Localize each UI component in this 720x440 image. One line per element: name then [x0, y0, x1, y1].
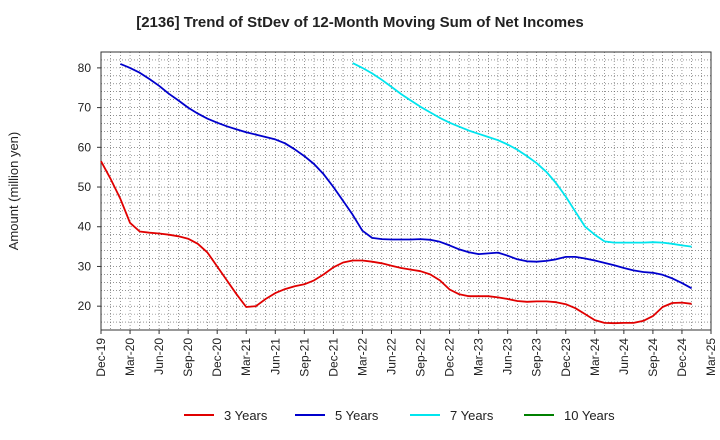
y-tick-label: 50: [78, 180, 92, 194]
x-tick-label: Jun-22: [384, 338, 398, 375]
x-tick-label: Sep-23: [530, 338, 544, 377]
legend-label-3-years: 3 Years: [224, 408, 268, 423]
series-line-5-years: [120, 63, 693, 290]
x-tick-label: Sep-20: [181, 338, 195, 377]
plot-frame: [100, 51, 712, 331]
x-tick-label: Mar-21: [239, 338, 253, 376]
series-line-3-years: [100, 160, 692, 325]
legend-label-5-years: 5 Years: [335, 408, 379, 423]
y-axis: 20 30 40 50 60 70 80: [78, 61, 101, 313]
x-tick-label: Dec-22: [443, 338, 457, 377]
series-lines: [100, 62, 693, 325]
x-tick-label: Jun-20: [152, 338, 166, 375]
y-tick-label: 30: [78, 259, 92, 273]
y-tick-label: 60: [78, 140, 92, 154]
x-tick-label: Jun-23: [501, 338, 515, 375]
x-tick-label: Sep-21: [297, 338, 311, 377]
y-tick-label: 20: [78, 299, 92, 313]
y-tick-label: 40: [78, 220, 92, 234]
legend-label-10-years: 10 Years: [564, 408, 615, 423]
chart-title: [2136] Trend of StDev of 12-Month Moving…: [136, 14, 584, 31]
x-tick-label: Mar-24: [588, 338, 602, 376]
x-tick-label: Dec-20: [210, 338, 224, 377]
x-tick-label: Jun-21: [268, 338, 282, 375]
x-tick-label: Mar-25: [704, 338, 718, 376]
x-tick-label: Sep-22: [414, 338, 428, 377]
x-axis: Dec-19 Mar-20 Jun-20 Sep-20 Dec-20 Mar-21 Jun-…: [94, 330, 718, 377]
x-tick-label: Dec-24: [675, 338, 689, 377]
series-line-7-years: [352, 62, 692, 248]
x-tick-label: Mar-23: [472, 338, 486, 376]
y-tick-label: 70: [78, 101, 92, 115]
x-tick-label: Dec-23: [559, 338, 573, 377]
x-tick-label: Mar-20: [123, 338, 137, 376]
grid-lines: [101, 52, 711, 330]
x-tick-label: Jun-24: [617, 338, 631, 375]
x-tick-label: Mar-22: [355, 338, 369, 376]
y-tick-label: 80: [78, 61, 92, 75]
legend-label-7-years: 7 Years: [450, 408, 494, 423]
x-tick-label: Dec-19: [94, 338, 108, 377]
y-axis-title: Amount (million yen): [6, 132, 21, 251]
x-tick-label: Dec-21: [326, 338, 340, 377]
x-tick-label: Sep-24: [646, 338, 660, 377]
legend: 3 Years 5 Years 7 Years 10 Years: [184, 408, 615, 423]
